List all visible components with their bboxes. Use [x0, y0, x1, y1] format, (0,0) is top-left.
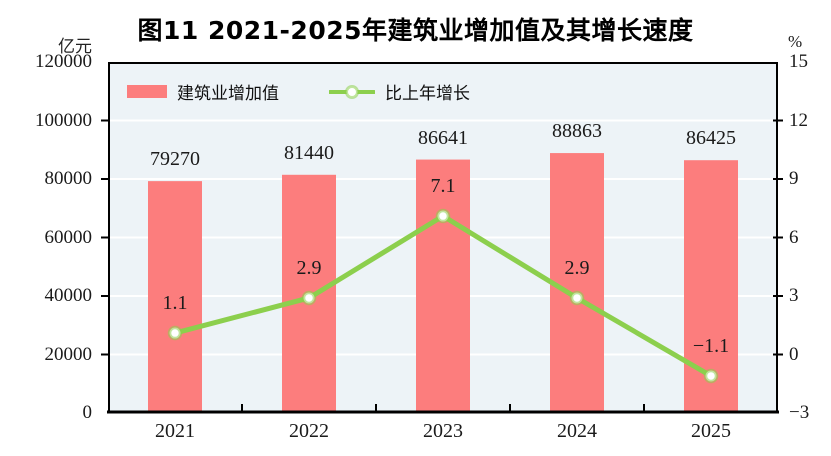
legend-item-line-series: 比上年增长 [329, 79, 470, 104]
line-value-label: −1.1 [692, 334, 730, 357]
x-category-label: 2021 [155, 420, 195, 442]
y-right-tick-label: 3 [789, 285, 799, 306]
y-left-tick-label: 40000 [44, 285, 93, 306]
line-value-label: 2.9 [296, 256, 322, 279]
y-right-tick-label: 6 [789, 226, 799, 248]
y-right-tick-label: 15 [789, 51, 808, 72]
line-marker-2021 [167, 325, 183, 341]
y-left-tick-label: 0 [82, 402, 93, 423]
bar-series-swatch-icon [127, 85, 167, 98]
legend: 建筑业增加值 比上年增长 [127, 79, 470, 104]
bar-value-label: 88863 [552, 120, 602, 143]
bar-value-label: 86641 [418, 126, 468, 149]
x-category-label: 2025 [691, 420, 731, 442]
right-axis-unit-label: % [788, 32, 803, 51]
line-series-swatch-icon [329, 84, 375, 99]
y-left-tick-label: 120000 [35, 51, 92, 72]
bar-2021 [148, 181, 202, 413]
bar-value-label: 79270 [150, 148, 200, 171]
line-value-label: 7.1 [430, 175, 456, 198]
y-left-tick-label: 100000 [35, 109, 92, 131]
y-left-tick-label: 60000 [44, 226, 93, 248]
line-value-label: 1.1 [162, 292, 188, 315]
y-right-tick-label: −3 [789, 402, 810, 423]
bar-value-label: 81440 [284, 141, 334, 164]
line-marker-2025 [703, 368, 719, 384]
legend-label-bar-series: 建筑业增加值 [177, 84, 279, 104]
x-category-label: 2022 [289, 420, 329, 442]
y-right-tick-label: 12 [789, 109, 808, 131]
chart-title: 图11 2021-2025年建筑业增加值及其增长速度 [137, 16, 694, 45]
x-category-label: 2024 [557, 420, 597, 442]
y-right-tick-label: 0 [789, 343, 799, 365]
y-left-tick-label: 80000 [44, 168, 93, 189]
line-marker-2024 [569, 290, 585, 306]
legend-item-bar-series: 建筑业增加值 [127, 79, 279, 104]
x-category-label: 2023 [423, 420, 463, 442]
bar-2023 [416, 159, 470, 413]
y-left-tick-label: 20000 [44, 343, 93, 365]
line-marker-2023 [435, 208, 451, 224]
bar-2024 [550, 153, 604, 413]
y-right-tick-label: 9 [789, 168, 799, 189]
bar-value-label: 86425 [686, 127, 736, 150]
line-value-label: 2.9 [564, 256, 590, 279]
line-marker-2022 [301, 290, 317, 306]
legend-label-line-series: 比上年增长 [385, 84, 470, 104]
left-axis-unit-label: 亿元 [58, 37, 92, 57]
